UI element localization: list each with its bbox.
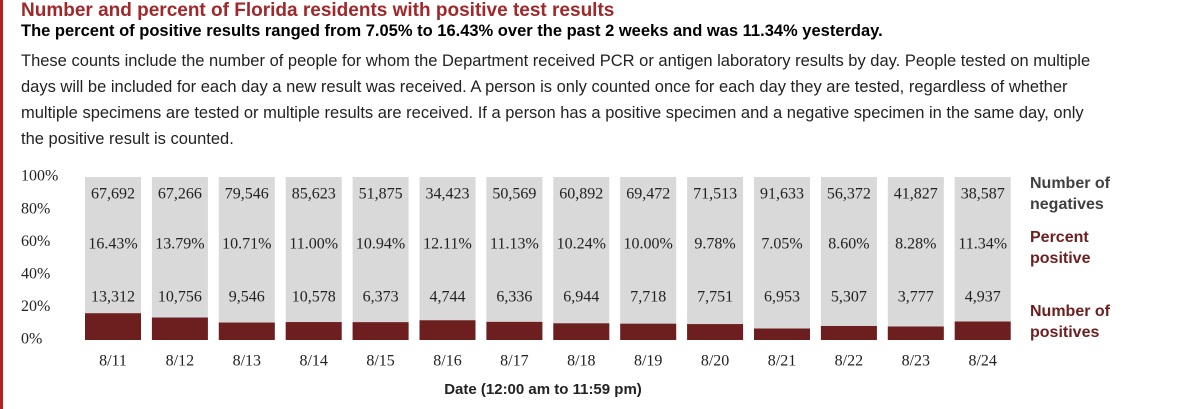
chart: Date (12:00 am to 11:59 pm) 0% 20% 40% 60% 8… (21, 168, 1011, 398)
bar (285, 322, 342, 340)
positives-label: 13,312 (91, 289, 135, 306)
y-tick-label: 80% (21, 200, 50, 217)
bar-background (754, 177, 810, 340)
percent-label: 13.79% (155, 236, 204, 253)
x-axis-title: Date (12:00 am to 11:59 pm) (444, 381, 642, 398)
bar (620, 323, 677, 340)
percent-label: 10.94% (356, 236, 405, 253)
percent-label: 9.78% (694, 236, 735, 253)
bar (218, 322, 275, 340)
bar-background (954, 177, 1011, 340)
percent-label: 11.34% (958, 236, 1007, 253)
percent-label: 7.05% (761, 236, 802, 253)
positives-label: 5,307 (831, 289, 867, 306)
percent-label: 16.43% (88, 236, 137, 253)
negatives-label: 85,623 (292, 186, 336, 203)
positives-label: 7,751 (697, 289, 733, 306)
percent-label: 10.24% (557, 236, 606, 253)
negatives-label: 67,692 (91, 186, 135, 203)
negatives-label: 71,513 (693, 186, 737, 203)
x-tick-label: 8/23 (902, 353, 930, 370)
negatives-label: 51,875 (359, 186, 403, 203)
y-tick-label: 20% (21, 298, 50, 315)
bar-background (553, 177, 610, 340)
bar-background (218, 177, 275, 340)
bar (954, 321, 1011, 340)
negatives-label: 79,546 (225, 186, 269, 203)
subtitle: The percent of positive results ranged f… (21, 22, 883, 40)
description: These counts include the number of peopl… (21, 52, 1091, 148)
percent-label: 12.11% (423, 236, 472, 253)
x-tick-label: 8/12 (166, 353, 194, 370)
positives-label: 3,777 (898, 289, 934, 306)
positives-label: 10,756 (158, 289, 202, 306)
positives-label: 6,944 (563, 289, 599, 306)
chart-title: Number and percent of Florida residents … (21, 0, 615, 21)
x-tick-label: 8/15 (366, 353, 394, 370)
bar-background (352, 177, 409, 340)
legend-entry: Number of negatives (1030, 175, 1110, 213)
legend-entry: Percent positive (1030, 229, 1091, 267)
negatives-label: 69,472 (626, 186, 670, 203)
positives-label: 4,744 (430, 289, 466, 306)
percent-label: 11.00% (289, 236, 338, 253)
bar (352, 322, 409, 340)
x-tick-label: 8/20 (701, 353, 729, 370)
x-tick-label: 8/19 (634, 353, 662, 370)
bar (754, 328, 810, 340)
bar (486, 321, 543, 340)
percent-label: 8.60% (828, 236, 869, 253)
positives-label: 6,373 (363, 289, 399, 306)
bar (553, 323, 610, 340)
bar (820, 325, 877, 340)
x-tick-label: 8/24 (968, 353, 996, 370)
x-tick-label: 8/11 (99, 353, 127, 370)
positives-label: 9,546 (229, 289, 265, 306)
negatives-label: 91,633 (760, 186, 804, 203)
x-tick-label: 8/21 (768, 353, 796, 370)
bar-background (419, 177, 476, 340)
y-tick-label: 60% (21, 233, 50, 250)
x-tick-label: 8/17 (500, 353, 528, 370)
x-tick-label: 8/18 (567, 353, 595, 370)
percent-label: 10.00% (624, 236, 673, 253)
bar (151, 317, 208, 340)
x-tick-label: 8/16 (433, 353, 461, 370)
bar-background (85, 177, 141, 340)
percent-label: 11.13% (490, 236, 539, 253)
positives-label: 6,336 (496, 289, 532, 306)
percent-label: 8.28% (895, 236, 936, 253)
y-tick-label: 40% (21, 265, 50, 282)
x-tick-label: 8/14 (299, 353, 327, 370)
bar-background (887, 177, 944, 340)
percent-label: 10.71% (222, 236, 271, 253)
positives-label: 6,953 (764, 289, 800, 306)
positives-label: 4,937 (965, 289, 1001, 306)
negatives-label: 67,266 (158, 186, 202, 203)
negatives-label: 38,587 (961, 186, 1005, 203)
negatives-label: 34,423 (426, 186, 470, 203)
negatives-label: 41,827 (894, 186, 938, 203)
y-tick-label: 0% (21, 331, 42, 348)
bar-background (687, 177, 744, 340)
bar-background (486, 177, 543, 340)
bar-background (820, 177, 877, 340)
bar-background (285, 177, 342, 340)
bar-background (620, 177, 677, 340)
bar-background (151, 177, 208, 340)
positives-label: 10,578 (292, 289, 336, 306)
bar (419, 320, 476, 340)
bar (687, 324, 744, 340)
negatives-label: 50,569 (492, 186, 536, 203)
x-tick-label: 8/22 (835, 353, 863, 370)
negatives-label: 56,372 (827, 186, 871, 203)
x-tick-label: 8/13 (233, 353, 261, 370)
y-tick-label: 100% (21, 168, 58, 185)
negatives-label: 60,892 (559, 186, 603, 203)
legend-entry: Number of positives (1030, 303, 1110, 341)
bar (887, 326, 944, 340)
positives-label: 7,718 (630, 289, 666, 306)
bar (85, 313, 141, 340)
